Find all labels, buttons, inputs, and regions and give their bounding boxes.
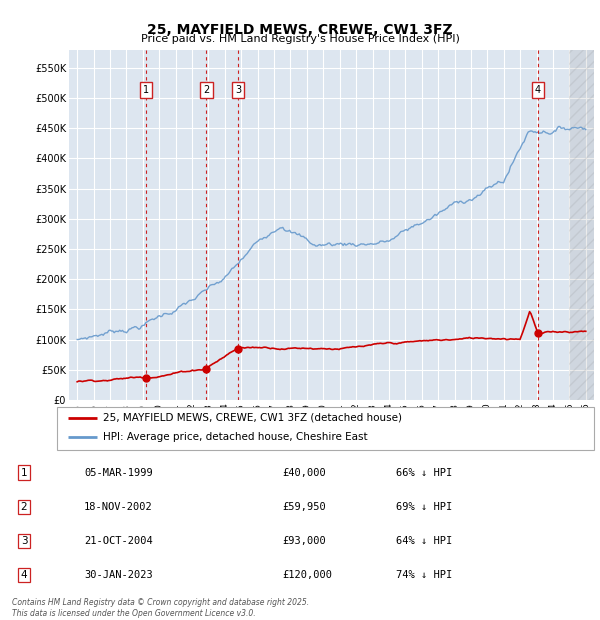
Text: £40,000: £40,000 <box>282 467 326 478</box>
Text: 66% ↓ HPI: 66% ↓ HPI <box>396 467 452 478</box>
FancyBboxPatch shape <box>57 407 594 450</box>
Text: 69% ↓ HPI: 69% ↓ HPI <box>396 502 452 512</box>
Text: 05-MAR-1999: 05-MAR-1999 <box>84 467 153 478</box>
Text: HPI: Average price, detached house, Cheshire East: HPI: Average price, detached house, Ches… <box>103 432 367 442</box>
Text: 4: 4 <box>20 570 28 580</box>
Text: 3: 3 <box>235 85 241 95</box>
Text: 2: 2 <box>20 502 28 512</box>
Text: 2: 2 <box>203 85 209 95</box>
Text: 3: 3 <box>20 536 28 546</box>
Text: 30-JAN-2023: 30-JAN-2023 <box>84 570 153 580</box>
Text: 64% ↓ HPI: 64% ↓ HPI <box>396 536 452 546</box>
Text: 4: 4 <box>535 85 541 95</box>
Text: 25, MAYFIELD MEWS, CREWE, CW1 3FZ: 25, MAYFIELD MEWS, CREWE, CW1 3FZ <box>147 23 453 37</box>
Text: 1: 1 <box>20 467 28 478</box>
Text: 18-NOV-2002: 18-NOV-2002 <box>84 502 153 512</box>
Text: £59,950: £59,950 <box>282 502 326 512</box>
Text: £93,000: £93,000 <box>282 536 326 546</box>
Text: Contains HM Land Registry data © Crown copyright and database right 2025.
This d: Contains HM Land Registry data © Crown c… <box>12 598 309 618</box>
Text: 21-OCT-2004: 21-OCT-2004 <box>84 536 153 546</box>
Text: 74% ↓ HPI: 74% ↓ HPI <box>396 570 452 580</box>
Bar <box>569 50 594 400</box>
Text: Price paid vs. HM Land Registry's House Price Index (HPI): Price paid vs. HM Land Registry's House … <box>140 34 460 44</box>
Text: £120,000: £120,000 <box>282 570 332 580</box>
Text: 1: 1 <box>143 85 149 95</box>
Text: 25, MAYFIELD MEWS, CREWE, CW1 3FZ (detached house): 25, MAYFIELD MEWS, CREWE, CW1 3FZ (detac… <box>103 413 401 423</box>
